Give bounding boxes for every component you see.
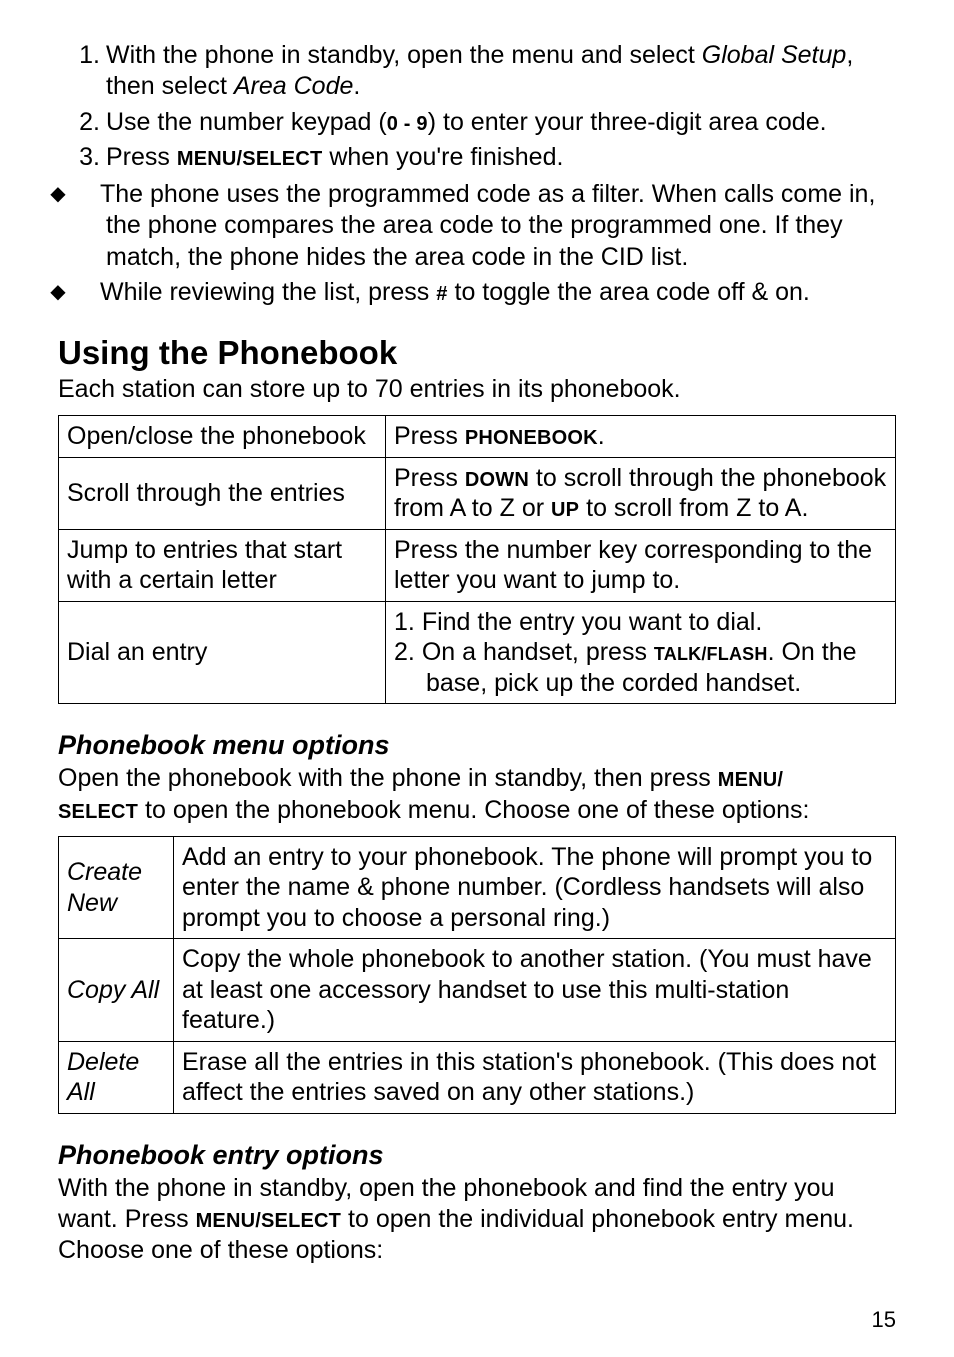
note-item: ◆The phone uses the programmed code as a… <box>58 179 896 273</box>
table-row: Create New Add an entry to your phoneboo… <box>59 836 896 939</box>
step-number: 2. <box>66 107 106 138</box>
phonebook-actions-table: Open/close the phonebook Press PHONEBOOK… <box>58 415 896 704</box>
step-item: 1.With the phone in standby, open the me… <box>58 40 896 103</box>
table-row: Jump to entries that start with a certai… <box>59 529 896 601</box>
menu-options-table: Create New Add an entry to your phoneboo… <box>58 836 896 1114</box>
table-cell-desc: Press PHONEBOOK. <box>386 416 896 458</box>
step-text: With the phone in standby, open the menu… <box>106 41 853 100</box>
diamond-icon: ◆ <box>66 280 100 305</box>
steps-list: 1.With the phone in standby, open the me… <box>58 40 896 173</box>
table-row: Open/close the phonebook Press PHONEBOOK… <box>59 416 896 458</box>
section-heading: Using the Phonebook <box>58 334 896 372</box>
table-cell-desc: Add an entry to your phonebook. The phon… <box>174 836 896 939</box>
step-text: Use the number keypad (0 - 9) to enter y… <box>106 108 827 136</box>
step-number: 3. <box>66 142 106 173</box>
step-number: 1. <box>66 40 106 71</box>
table-cell-option: Create New <box>59 836 174 939</box>
table-cell-desc: Copy the whole phonebook to another stat… <box>174 939 896 1042</box>
inner-step: 2. On a handset, press TALK/FLASH. On th… <box>394 637 887 698</box>
table-row: Copy All Copy the whole phonebook to ano… <box>59 939 896 1042</box>
section-intro: Each station can store up to 70 entries … <box>58 374 896 405</box>
table-cell-option: Delete All <box>59 1041 174 1113</box>
table-cell-desc: Press DOWN to scroll through the phonebo… <box>386 457 896 529</box>
subsection-heading: Phonebook menu options <box>58 730 896 761</box>
step-item: 2.Use the number keypad (0 - 9) to enter… <box>58 107 896 138</box>
page-number: 15 <box>872 1307 896 1333</box>
notes-list: ◆The phone uses the programmed code as a… <box>58 179 896 308</box>
table-cell-desc: 1. Find the entry you want to dial. 2. O… <box>386 601 896 704</box>
table-cell-option: Copy All <box>59 939 174 1042</box>
table-row: Delete All Erase all the entries in this… <box>59 1041 896 1113</box>
table-cell-action: Dial an entry <box>59 601 386 704</box>
table-cell-desc: Press the number key corresponding to th… <box>386 529 896 601</box>
table-row: Dial an entry 1. Find the entry you want… <box>59 601 896 704</box>
inner-step: 1. Find the entry you want to dial. <box>394 607 887 638</box>
diamond-icon: ◆ <box>66 182 100 207</box>
subsection-intro: Open the phonebook with the phone in sta… <box>58 763 896 826</box>
step-item: 3.Press MENU/SELECT when you're finished… <box>58 142 896 173</box>
table-cell-action: Open/close the phonebook <box>59 416 386 458</box>
table-cell-desc: Erase all the entries in this station's … <box>174 1041 896 1113</box>
note-text: While reviewing the list, press # to tog… <box>100 278 810 306</box>
subsection-heading: Phonebook entry options <box>58 1140 896 1171</box>
subsection-intro: With the phone in standby, open the phon… <box>58 1173 896 1267</box>
note-text: The phone uses the programmed code as a … <box>100 180 875 271</box>
table-row: Scroll through the entries Press DOWN to… <box>59 457 896 529</box>
step-text: Press MENU/SELECT when you're finished. <box>106 143 563 171</box>
table-cell-action: Jump to entries that start with a certai… <box>59 529 386 601</box>
note-item: ◆While reviewing the list, press # to to… <box>58 277 896 308</box>
table-cell-action: Scroll through the entries <box>59 457 386 529</box>
